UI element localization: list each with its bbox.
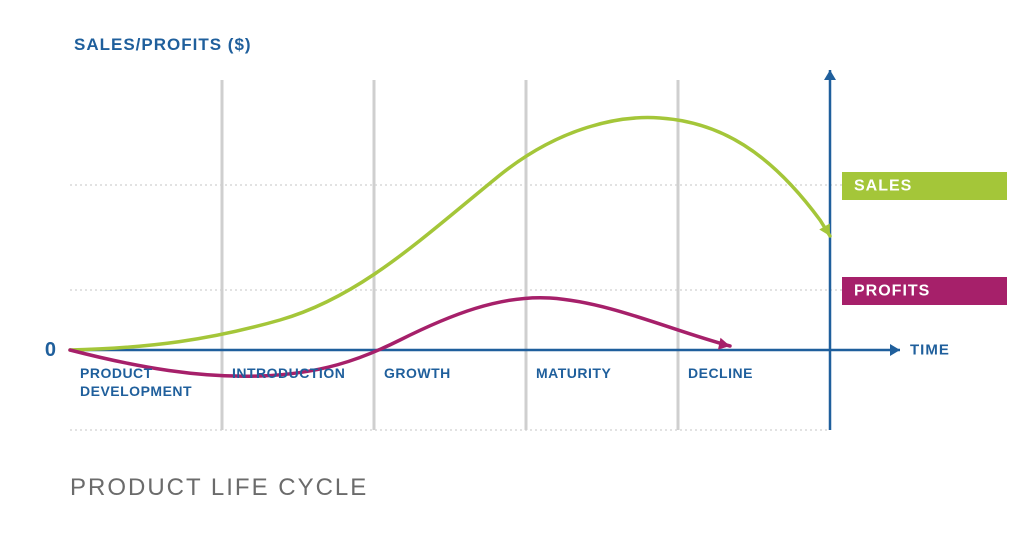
svg-text:MATURITY: MATURITY [536,365,611,381]
legend-label-sales: SALES [854,178,912,195]
zero-label: 0 [45,339,56,361]
sales-curve [70,118,830,350]
phase-label-4: DECLINE [688,365,753,381]
svg-text:GROWTH: GROWTH [384,365,451,381]
phase-label-1: INTRODUCTION [232,365,345,381]
phase-label-2: GROWTH [384,365,451,381]
x-axis-title: TIME [910,342,950,359]
legend-sales: SALES [842,172,1007,200]
phase-label-3: MATURITY [536,365,611,381]
y-axis-arrow [824,70,836,80]
x-axis-arrow [890,344,900,356]
svg-text:PRODUCT: PRODUCT [80,365,153,381]
svg-text:INTRODUCTION: INTRODUCTION [232,365,345,381]
product-life-cycle-chart: SALES PROFITS SALES/PROFITS ($) TIME 0 PRODUC… [0,0,1024,543]
legend-profits: PROFITS [842,277,1007,305]
chart-title: PRODUCT LIFE CYCLE [70,474,368,501]
legend-label-profits: PROFITS [854,283,930,300]
y-axis-title: SALES/PROFITS ($) [74,35,252,54]
svg-text:DECLINE: DECLINE [688,365,753,381]
svg-text:DEVELOPMENT: DEVELOPMENT [80,383,192,399]
